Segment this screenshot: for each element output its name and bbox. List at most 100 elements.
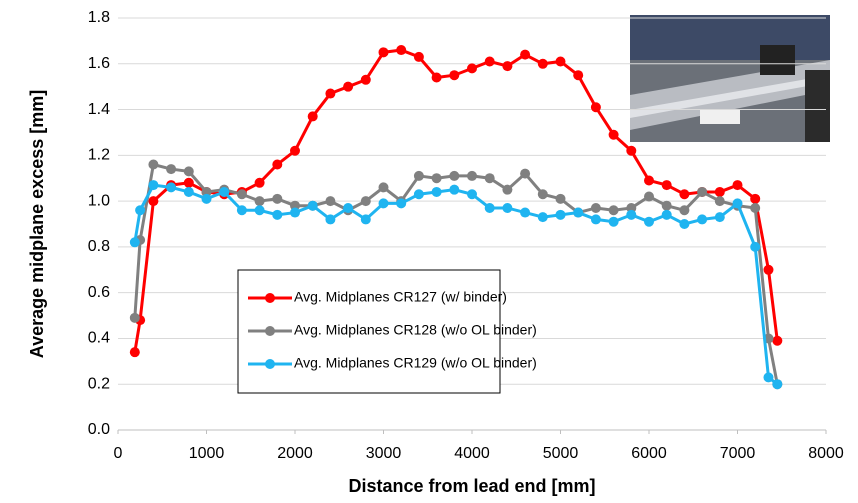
data-point <box>396 198 407 209</box>
data-point <box>272 159 283 170</box>
legend-label: Avg. Midplanes CR127 (w/ binder) <box>294 289 507 305</box>
legend-label: Avg. Midplanes CR128 (w/o OL binder) <box>294 322 537 338</box>
data-point <box>236 189 247 200</box>
data-point <box>413 189 424 200</box>
x-tick-label: 7000 <box>720 445 756 462</box>
data-point <box>166 182 177 193</box>
data-point <box>325 88 336 99</box>
y-tick-label: 0.8 <box>88 238 110 255</box>
data-point <box>537 212 548 223</box>
data-point <box>697 214 708 225</box>
data-point <box>343 202 354 213</box>
data-point <box>431 173 442 184</box>
data-point <box>502 61 513 72</box>
data-point <box>555 209 566 220</box>
data-point <box>502 202 513 213</box>
data-point <box>360 196 371 207</box>
legend: Avg. Midplanes CR127 (w/ binder) Avg. Mid… <box>237 269 537 394</box>
data-point <box>484 202 495 213</box>
data-point <box>307 111 318 122</box>
data-point <box>750 193 761 204</box>
data-point <box>608 129 619 140</box>
data-point <box>467 170 477 181</box>
data-point <box>484 56 495 67</box>
data-point <box>661 180 672 191</box>
data-point <box>714 196 725 207</box>
y-tick-label: 1.8 <box>88 9 110 26</box>
data-point <box>431 186 442 197</box>
data-point <box>431 72 442 83</box>
legend-marker <box>265 359 275 369</box>
data-point <box>608 216 619 227</box>
data-point <box>537 58 548 69</box>
data-point <box>129 312 140 323</box>
x-tick-label: 6000 <box>631 445 667 462</box>
legend-label: Avg. Midplanes CR129 (w/o OL binder) <box>294 355 537 371</box>
data-point <box>378 198 389 209</box>
data-point <box>449 170 460 181</box>
data-point <box>537 189 548 200</box>
data-point <box>307 200 318 211</box>
data-point <box>772 335 783 346</box>
data-point <box>325 214 336 225</box>
data-point <box>290 207 300 218</box>
data-point <box>467 63 477 74</box>
x-tick-label: 4000 <box>454 445 490 462</box>
data-point <box>590 214 601 225</box>
data-point <box>714 212 725 223</box>
data-point <box>520 168 531 179</box>
data-point <box>750 202 761 213</box>
data-point <box>644 175 654 186</box>
x-tick-label: 3000 <box>366 445 402 462</box>
data-point <box>644 216 654 227</box>
data-point <box>254 196 265 207</box>
data-point <box>360 214 371 225</box>
data-point <box>626 202 637 213</box>
data-point <box>555 193 566 204</box>
data-point <box>396 45 407 56</box>
data-point <box>732 180 743 191</box>
data-point <box>413 170 424 181</box>
y-tick-label: 1.0 <box>88 192 110 209</box>
y-tick-label: 1.2 <box>88 147 110 164</box>
data-point <box>135 205 146 216</box>
data-point <box>573 207 584 218</box>
x-tick-label: 1000 <box>189 445 225 462</box>
data-point <box>254 177 265 188</box>
data-point <box>148 180 159 191</box>
data-point <box>763 372 774 383</box>
inset-photo <box>630 15 830 142</box>
y-tick-label: 0.4 <box>88 330 110 347</box>
data-point <box>183 166 194 177</box>
data-point <box>325 196 336 207</box>
data-point <box>129 347 140 358</box>
x-tick-label: 5000 <box>543 445 579 462</box>
data-point <box>679 189 690 200</box>
x-tick-label: 0 <box>114 445 123 462</box>
data-point <box>201 193 212 204</box>
data-point <box>129 237 140 248</box>
data-point <box>360 74 371 85</box>
data-point <box>679 219 690 229</box>
data-point <box>219 186 230 197</box>
data-point <box>626 209 637 220</box>
data-point <box>343 81 354 92</box>
data-point <box>763 264 774 275</box>
x-tick-label: 8000 <box>808 445 844 462</box>
data-point <box>449 184 460 195</box>
data-point <box>608 205 619 216</box>
data-point <box>644 191 654 202</box>
legend-marker <box>265 326 275 336</box>
data-point <box>772 379 783 390</box>
data-point <box>750 241 761 252</box>
data-point <box>520 207 531 218</box>
y-tick-label: 1.6 <box>88 55 110 72</box>
data-point <box>520 49 531 60</box>
data-point <box>290 200 300 211</box>
legend-marker <box>265 293 275 303</box>
data-point <box>590 202 601 213</box>
data-point <box>378 47 389 58</box>
data-point <box>661 209 672 220</box>
data-point <box>697 186 708 197</box>
